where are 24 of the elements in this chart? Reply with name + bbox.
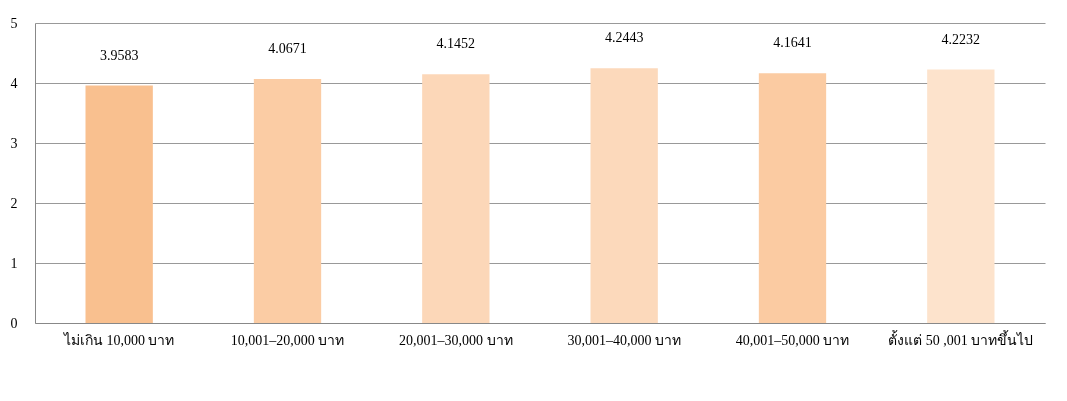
y-tick-label: 3 <box>10 135 18 151</box>
data-label: 4.1641 <box>773 35 812 51</box>
data-label: 4.2232 <box>941 31 981 47</box>
x-tick-label: ตั้งแต่ 50 ,001 บาทขึ้นไป <box>888 329 1034 348</box>
y-tick-label: 1 <box>10 255 18 271</box>
y-tick-label: 0 <box>10 315 18 331</box>
y-tick-label: 5 <box>10 15 18 31</box>
data-label: 3.9583 <box>99 47 139 63</box>
y-tick-label: 4 <box>10 75 18 91</box>
x-tick-label: 20,001–30,000 บาท <box>399 332 513 348</box>
x-tick-label: ไม่เกิน 10,000 บาท <box>62 331 175 348</box>
data-label: 4.2443 <box>604 30 644 46</box>
data-label: 4.0671 <box>268 40 307 56</box>
bar <box>85 85 153 323</box>
bar <box>927 69 995 323</box>
y-tick-label: 2 <box>10 195 18 211</box>
bar <box>758 73 827 323</box>
bar <box>422 74 490 323</box>
x-tick-label: 30,001–40,000 บาท <box>567 332 681 348</box>
x-tick-label: 10,001–20,000 บาท <box>230 332 345 348</box>
data-label: 4.1452 <box>436 36 476 52</box>
x-tick-label: 40,001–50,000 บาท <box>735 332 850 348</box>
bar <box>253 78 322 323</box>
bar <box>590 68 658 323</box>
